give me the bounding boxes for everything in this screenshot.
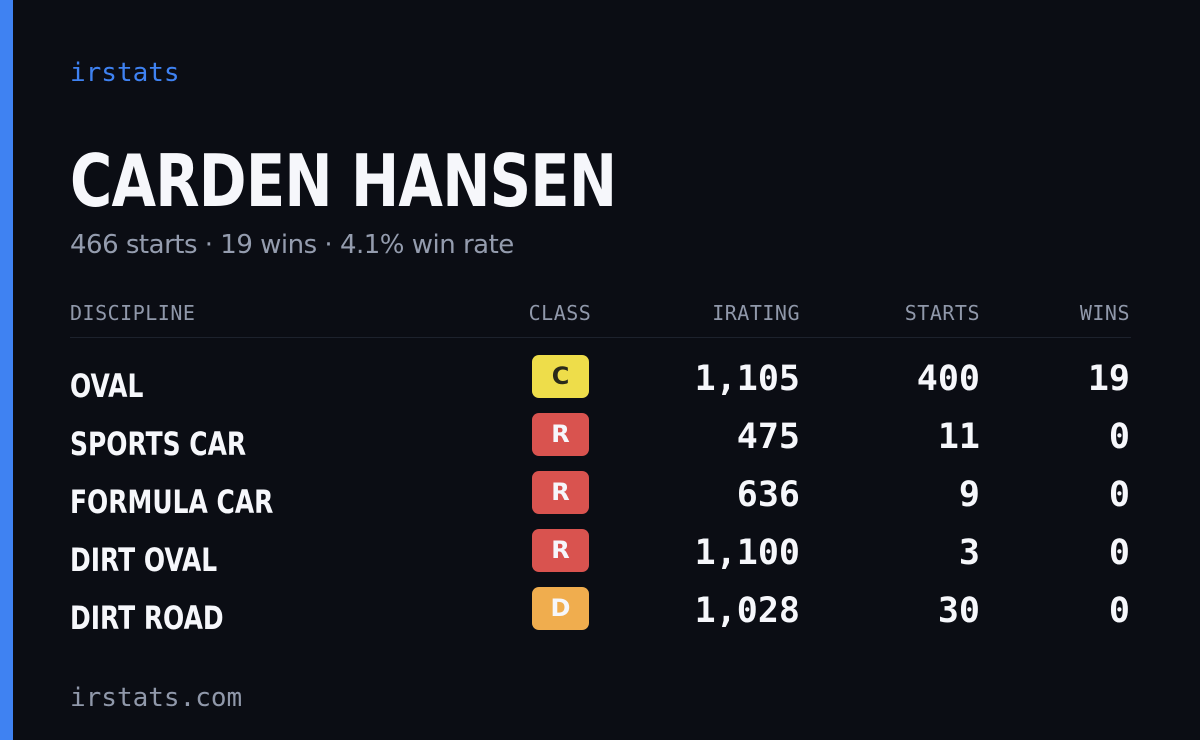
table-row: OVAL C 1,105 400 19: [70, 338, 1131, 404]
header-wins: WINS: [1079, 301, 1130, 325]
player-summary: 466 starts · 19 wins · 4.1% win rate: [70, 230, 514, 260]
discipline-name: DIRT ROAD: [70, 599, 224, 637]
footer-url: irstats.com: [70, 683, 243, 713]
irating-value: 475: [736, 417, 800, 457]
class-badge: R: [532, 413, 589, 456]
wins-value: 0: [1108, 417, 1130, 457]
class-badge: R: [532, 529, 589, 572]
starts-value: 9: [958, 475, 980, 515]
discipline-name: SPORTS CAR: [70, 425, 247, 463]
accent-bar: [0, 0, 13, 740]
header-discipline: DISCIPLINE: [70, 301, 196, 325]
table-row: SPORTS CAR R 475 11 0: [70, 396, 1131, 462]
table-body: OVAL C 1,105 400 19 SPORTS CAR R 475 11 …: [70, 338, 1131, 636]
header-starts: STARTS: [904, 301, 980, 325]
brand-logo: irstats: [70, 58, 180, 88]
wins-value: 0: [1108, 475, 1130, 515]
starts-value: 400: [916, 359, 980, 399]
header-class: CLASS: [528, 301, 592, 325]
wins-value: 19: [1087, 359, 1130, 399]
class-badge: R: [532, 471, 589, 514]
table-row: DIRT OVAL R 1,100 3 0: [70, 512, 1131, 578]
starts-value: 30: [937, 591, 980, 631]
discipline-name: DIRT OVAL: [70, 541, 218, 579]
irating-value: 1,028: [694, 591, 800, 631]
table-row: FORMULA CAR R 636 9 0: [70, 454, 1131, 520]
irating-value: 1,100: [694, 533, 800, 573]
wins-value: 0: [1108, 591, 1130, 631]
header-irating: IRATING: [712, 301, 800, 325]
player-name: CARDEN HANSEN: [70, 139, 617, 223]
irating-value: 1,105: [694, 359, 800, 399]
discipline-name: OVAL: [70, 367, 144, 405]
wins-value: 0: [1108, 533, 1130, 573]
irating-value: 636: [736, 475, 800, 515]
table-row: DIRT ROAD D 1,028 30 0: [70, 570, 1131, 636]
starts-value: 11: [937, 417, 980, 457]
table-header: DISCIPLINE CLASS IRATING STARTS WINS: [70, 298, 1131, 338]
discipline-table: DISCIPLINE CLASS IRATING STARTS WINS OVA…: [70, 298, 1131, 636]
class-badge: D: [532, 587, 589, 630]
discipline-name: FORMULA CAR: [70, 483, 274, 521]
class-badge: C: [532, 355, 589, 398]
starts-value: 3: [958, 533, 980, 573]
